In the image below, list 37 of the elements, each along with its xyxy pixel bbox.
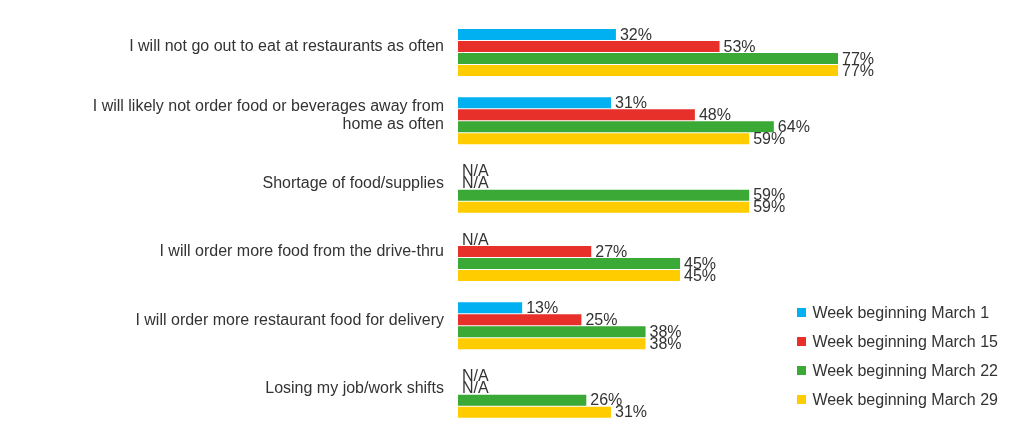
- y-tick-label: I will order more food from the drive-thru: [159, 242, 444, 260]
- bar: [458, 65, 838, 76]
- legend-label: Week beginning March 15: [812, 332, 998, 351]
- bar: [458, 302, 523, 314]
- bar: [458, 338, 646, 350]
- bar: [458, 189, 750, 201]
- data-label: 27%: [595, 242, 628, 260]
- y-tick-label: Losing my job/work shifts: [265, 379, 444, 397]
- bar: [458, 41, 720, 52]
- y-tick-label: I will likely not order food or beverages away from home as often: [92, 96, 444, 132]
- data-label: 25%: [585, 311, 618, 328]
- data-label: 32%: [619, 25, 652, 43]
- bar: [458, 258, 681, 269]
- y-tick-label: I will order more restaurant food for delivery: [135, 310, 444, 328]
- bar: [458, 121, 774, 133]
- bar: [458, 314, 582, 326]
- text: N/A: [462, 230, 489, 248]
- bar: [458, 201, 750, 213]
- bar: [458, 270, 681, 281]
- data-label: 48%: [698, 106, 731, 123]
- bar: [458, 326, 646, 338]
- bar: [458, 406, 611, 418]
- bar: [458, 133, 750, 145]
- data-label: 13%: [526, 299, 559, 316]
- bar: [458, 97, 611, 109]
- data-label: 31%: [614, 94, 648, 111]
- bar: [458, 29, 616, 40]
- data-label: 53%: [723, 37, 756, 55]
- bar: [458, 109, 695, 121]
- legend-label: Week beginning March 29: [812, 390, 998, 409]
- bar: [458, 246, 592, 257]
- legend-label: Week beginning March 22: [812, 361, 998, 380]
- y-tick-label: Shortage of food/supplies: [262, 174, 444, 192]
- y-tick-label: I will not go out to eat at restaurants as often: [129, 37, 444, 55]
- bar: [458, 53, 838, 64]
- bar: [458, 394, 587, 406]
- legend-label: Week beginning March 1: [812, 303, 990, 322]
